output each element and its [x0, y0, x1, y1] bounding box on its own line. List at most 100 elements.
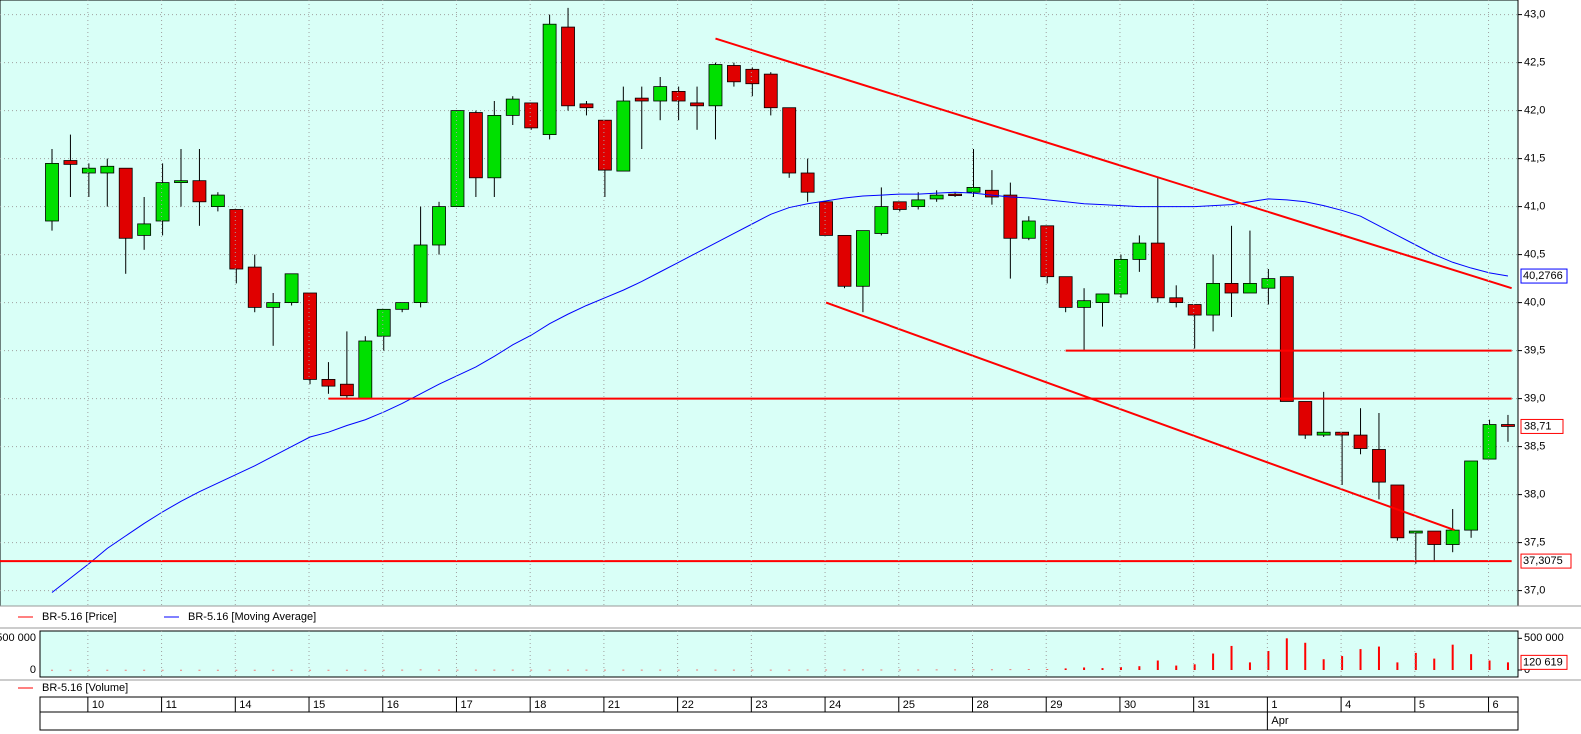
- candle-body: [174, 180, 188, 183]
- candle-body: [1003, 194, 1018, 239]
- volume-bar: [1230, 645, 1233, 670]
- volume-bar: [290, 669, 293, 671]
- volume-bar: [972, 669, 975, 671]
- candle-body: [579, 103, 594, 109]
- volume-bar: [622, 669, 625, 671]
- volume-bar: [382, 669, 385, 671]
- volume-bar: [751, 669, 754, 671]
- candle-body: [911, 199, 926, 208]
- candle-body: [358, 340, 373, 399]
- x-tick-label: 30: [1124, 699, 1136, 711]
- y-tick-label: 42,5: [1524, 57, 1545, 69]
- volume-bar: [1046, 669, 1049, 670]
- volume-bar: [1506, 662, 1509, 670]
- volume-bar: [935, 669, 938, 671]
- candle-body: [63, 160, 78, 165]
- y-tick-label: 0: [1524, 664, 1530, 676]
- trend-line: [825, 301, 1455, 532]
- volume-bar: [880, 669, 883, 671]
- legend-label: BR-5.16 [Volume]: [42, 682, 128, 694]
- x-tick-label: 31: [1198, 699, 1210, 711]
- y-tick-label: 42,0: [1524, 105, 1545, 117]
- volume-bar: [1138, 666, 1141, 670]
- y-tick-label: 39,5: [1524, 345, 1545, 357]
- volume-bar: [143, 669, 146, 671]
- volume-bar: [954, 669, 957, 671]
- candle-body: [229, 209, 244, 270]
- candle-body: [266, 302, 281, 308]
- candle-body: [1261, 278, 1276, 289]
- volume-bar: [567, 669, 570, 671]
- candle-body: [1095, 293, 1110, 303]
- y-tick-label: 37,5: [1524, 537, 1545, 549]
- candle-body: [450, 110, 465, 207]
- volume-bar: [474, 669, 477, 671]
- volume-bar: [843, 669, 846, 671]
- volume-bar: [438, 669, 441, 671]
- y-tick-label: 41,0: [1524, 201, 1545, 213]
- volume-bar: [1488, 660, 1491, 670]
- y-tick-label: 40,5: [1524, 249, 1545, 261]
- candle-body: [1021, 220, 1036, 239]
- level-value-box: [1520, 553, 1572, 569]
- candle-body: [653, 86, 668, 102]
- last-value-box: [1520, 268, 1568, 284]
- volume-plot-area: [39, 630, 1519, 678]
- volume-bar: [696, 669, 699, 671]
- volume-bar: [1285, 638, 1288, 670]
- volume-bar: [825, 669, 828, 671]
- volume-bar: [732, 669, 735, 671]
- volume-bar: [603, 669, 606, 671]
- candle-body: [800, 172, 815, 193]
- volume-bar: [124, 669, 127, 671]
- volume-bar: [1119, 667, 1122, 670]
- volume-bar: [640, 669, 643, 671]
- x-tick-label: 4: [1345, 699, 1351, 711]
- candle-body: [376, 308, 391, 337]
- y-tick-label: 39,0: [1524, 393, 1545, 405]
- volume-bar: [327, 669, 330, 671]
- x-tick-label: 15: [313, 699, 325, 711]
- candle-body: [948, 193, 962, 197]
- candle-body: [819, 201, 833, 236]
- candle-body: [303, 292, 317, 380]
- volume-bar: [511, 669, 514, 671]
- candle-body: [81, 167, 96, 174]
- candle-body: [432, 206, 446, 246]
- volume-bar: [1377, 646, 1380, 670]
- candle-body: [1077, 300, 1091, 308]
- volume-bar: [345, 669, 348, 671]
- candle-body: [856, 230, 870, 287]
- volume-bar: [585, 669, 588, 671]
- volume-bar: [253, 669, 256, 671]
- volume-bar: [1101, 668, 1104, 670]
- last-value-label: 38,71: [1524, 420, 1552, 432]
- volume-bar: [714, 669, 717, 671]
- candle-body: [634, 97, 649, 102]
- volume-bar: [990, 669, 993, 671]
- candle-body: [892, 201, 907, 210]
- volume-bar: [677, 669, 680, 671]
- candle-body: [1114, 258, 1128, 295]
- volume-bar: [419, 669, 422, 671]
- candle-body: [321, 378, 336, 387]
- volume-bar: [659, 669, 662, 671]
- candle-body: [1464, 460, 1479, 531]
- volume-bar: [180, 669, 183, 671]
- volume-bar: [51, 669, 53, 671]
- candle-body: [1445, 529, 1460, 545]
- candle-body: [1206, 282, 1220, 316]
- volume-bar: [1470, 654, 1473, 670]
- candle-body: [1150, 242, 1165, 299]
- y-tick-label: 500 000: [1524, 632, 1564, 644]
- volume-bar: [806, 669, 809, 671]
- candle-body: [561, 26, 575, 107]
- volume-bar: [1267, 651, 1270, 670]
- x-tick-label: 16: [387, 699, 399, 711]
- volume-bar: [1322, 659, 1325, 670]
- volume-bar: [198, 669, 201, 671]
- x-tick-label: 11: [166, 699, 177, 711]
- volume-bar: [1083, 667, 1086, 670]
- candle-body: [690, 102, 704, 107]
- trend-line: [715, 37, 1512, 290]
